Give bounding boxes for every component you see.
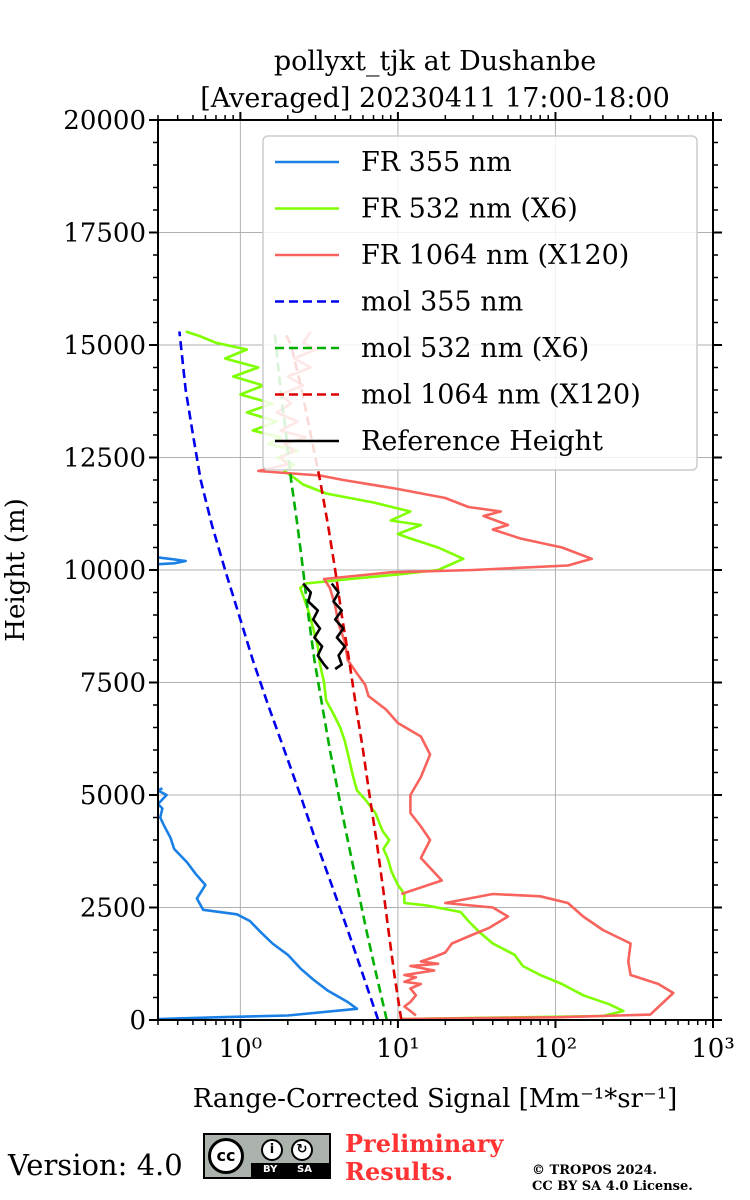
y-tick-label: 5000 [80,781,146,811]
legend-box [262,135,698,471]
legend-label: FR 532 nm (X6) [361,194,578,225]
preliminary-line-1: Preliminary [345,1129,504,1158]
legend-label: mol 532 nm (X6) [361,333,589,364]
copyright-note: © TROPOS 2024. CC BY SA 4.0 License. [532,1163,693,1195]
lidar-profile-chart: pollyxt_tjk at Dushanbe [Averaged] 20230… [1,46,735,1114]
x-tick-label: 10¹ [376,1034,420,1064]
x-axis-label: Range-Corrected Signal [Mm⁻¹*sr⁻¹] [193,1084,678,1114]
series-line-fr-532-nm-x6 [185,330,625,1020]
sa-label: SA [297,1164,312,1175]
series-line-mol-532-nm-x6 [273,331,389,1020]
y-tick-label: 15000 [63,331,146,361]
version-label: Version: 4.0 [8,1148,183,1182]
cc-icon: cc [208,1138,244,1174]
y-tick-label: 17500 [63,219,146,249]
x-tick-label: 10³ [691,1034,735,1064]
chart-title-line-1: pollyxt_tjk at Dushanbe [274,46,596,77]
y-axis-label: Height (m) [1,498,31,641]
by-label: BY [263,1164,278,1175]
x-tick-label: 10⁰ [219,1034,263,1064]
y-tick-label: 0 [129,1006,146,1036]
copyright-line-2: CC BY SA 4.0 License. [532,1179,693,1194]
y-tick-label: 2500 [80,894,146,924]
series-line-fr-1064-nm-x120 [401,892,675,1020]
y-tick-label: 7500 [80,669,146,699]
sa-share-icon: ↻ [291,1139,313,1161]
legend-label: FR 1064 nm (X120) [361,240,629,271]
tick-group: 10⁰ 10¹ 10² 10³ 0 2500 5000 7500 10000 12500 15000… [63,106,734,1064]
legend-label: mol 1064 nm (X120) [361,380,641,411]
legend: FR 355 nm FR 532 nm (X6) FR 1064 nm (X120)… [262,135,698,471]
x-tick-label: 10² [534,1034,578,1064]
legend-label: Reference Height [361,426,603,457]
series-line-reference-height-1064 [330,582,347,671]
cc-license-badge: cc i ↻ BY SA [203,1133,331,1179]
series-line-fr-355-nm-upper [158,556,187,566]
license-strip: BY SA [251,1163,329,1177]
legend-label: mol 355 nm [361,287,523,318]
y-tick-label: 10000 [63,556,146,586]
chart-title-line-2: [Averaged] 20230411 17:00-18:00 [200,83,670,114]
series-line-fr-355-nm [158,787,359,1020]
series-line-mol-355-nm [178,331,380,1020]
preliminary-results-note: Preliminary Results. [345,1130,503,1186]
y-tick-label: 12500 [63,444,146,474]
preliminary-line-2: Results. [345,1157,454,1186]
legend-label: FR 355 nm [361,147,512,178]
by-person-icon: i [261,1139,283,1161]
y-tick-label: 20000 [63,106,146,136]
series-line-reference-height [302,582,329,670]
copyright-line-1: © TROPOS 2024. [532,1163,658,1178]
